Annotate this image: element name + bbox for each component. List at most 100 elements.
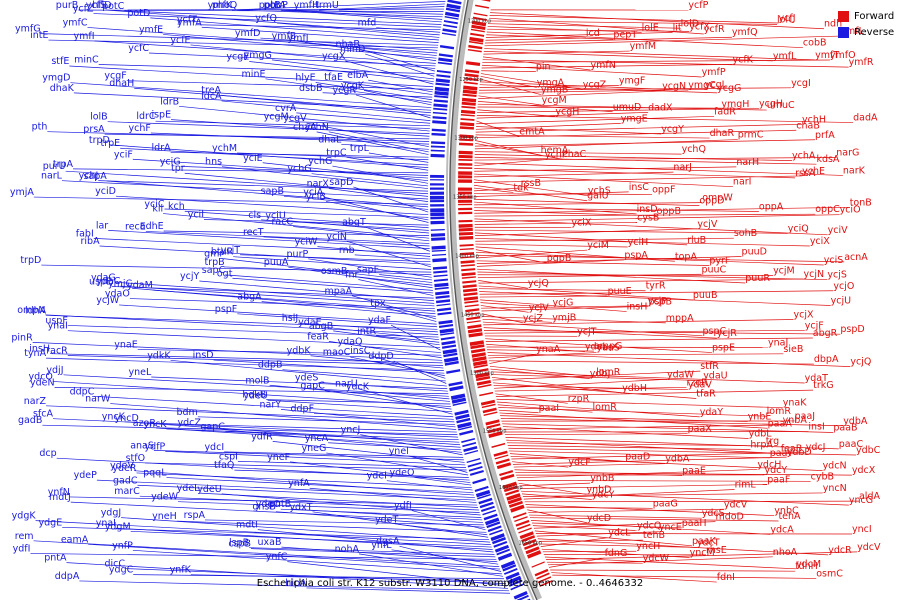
gene-label[interactable]: tehA: [778, 511, 801, 522]
gene-label[interactable]: pspC: [702, 326, 726, 337]
gene-label[interactable]: maoC: [323, 347, 351, 358]
gene-label[interactable]: ymgH: [721, 99, 749, 110]
gene-label[interactable]: paaD: [625, 451, 650, 462]
gene-label[interactable]: ydeR: [112, 463, 136, 474]
gene-label[interactable]: pyrF: [709, 255, 730, 266]
gene-label[interactable]: puuC: [701, 264, 726, 275]
gene-label[interactable]: pth: [32, 122, 48, 133]
gene-label[interactable]: trmU: [315, 0, 339, 11]
gene-label[interactable]: yncG: [849, 495, 873, 506]
gene-label[interactable]: ydcJ: [806, 442, 826, 453]
gene-label[interactable]: yneF: [267, 452, 290, 463]
gene-label[interactable]: ycgR: [333, 85, 357, 96]
gene-label[interactable]: adhE: [140, 221, 164, 232]
gene-label[interactable]: ychS: [588, 186, 611, 197]
gene-label[interactable]: narW: [85, 394, 111, 405]
gene-label[interactable]: yciX: [810, 236, 830, 247]
gene-label[interactable]: narK: [843, 165, 866, 176]
gene-label[interactable]: ydcY: [592, 490, 615, 501]
gene-label[interactable]: pspD: [840, 324, 864, 335]
gene-label[interactable]: ydeO: [389, 467, 414, 478]
gene-label[interactable]: tfaQ: [214, 460, 234, 471]
gene-label[interactable]: ispE: [151, 110, 171, 121]
gene-label[interactable]: ymfT: [815, 50, 839, 61]
gene-label[interactable]: cvrA: [275, 103, 297, 114]
gene-label[interactable]: ynfK: [170, 565, 192, 576]
gene-label[interactable]: ydaF: [368, 315, 391, 326]
gene-label[interactable]: ydxT: [289, 502, 312, 513]
gene-label[interactable]: dhaR: [710, 128, 735, 139]
gene-label[interactable]: ydeN: [30, 377, 55, 388]
gene-label[interactable]: yneL: [129, 367, 152, 378]
gene-label[interactable]: ycjR: [717, 328, 737, 339]
gene-label[interactable]: sapD: [329, 177, 353, 188]
gene-label[interactable]: ydjJ: [46, 365, 63, 376]
gene-label[interactable]: dicC: [104, 559, 125, 570]
gene-label[interactable]: insC: [629, 182, 650, 193]
gene-label[interactable]: uspE: [89, 276, 112, 287]
gene-label[interactable]: ynaJ: [768, 338, 788, 349]
gene-label[interactable]: ycfK: [732, 54, 753, 65]
gene-label[interactable]: mdtI: [236, 520, 258, 531]
gene-label[interactable]: ynaE: [114, 339, 137, 350]
gene-label[interactable]: ycfP: [688, 0, 708, 11]
gene-label[interactable]: pntA: [44, 553, 67, 564]
gene-label[interactable]: narJ: [673, 162, 692, 173]
gene-label[interactable]: ydeS: [295, 372, 319, 383]
gene-label[interactable]: intE: [30, 30, 48, 41]
gene-label[interactable]: ydcL: [608, 528, 631, 539]
gene-label[interactable]: dadA: [853, 113, 878, 124]
gene-label[interactable]: yncA: [305, 433, 329, 444]
gene-label[interactable]: minD: [340, 44, 365, 55]
gene-label[interactable]: ydcT: [697, 537, 720, 548]
gene-label[interactable]: feaR: [307, 331, 329, 342]
gene-label[interactable]: ycgK: [341, 80, 365, 91]
gene-label[interactable]: narH: [736, 157, 759, 168]
gene-label[interactable]: osmB: [321, 266, 348, 277]
gene-label[interactable]: lomR: [596, 367, 621, 378]
gene-label[interactable]: hns: [205, 157, 222, 168]
gene-label[interactable]: potD: [127, 8, 150, 19]
gene-label[interactable]: fabI: [76, 228, 94, 239]
gene-label[interactable]: yncN: [823, 483, 847, 494]
gene-label[interactable]: trg: [766, 436, 780, 447]
gene-label[interactable]: trpA: [53, 159, 74, 170]
gene-label[interactable]: gapC: [200, 421, 225, 432]
gene-label[interactable]: pinR: [11, 332, 33, 343]
gene-label[interactable]: yciT: [221, 245, 240, 256]
gene-label[interactable]: lolB: [90, 112, 108, 123]
gene-label[interactable]: paaX: [688, 424, 713, 435]
gene-label[interactable]: ychP: [545, 150, 568, 161]
gene-label[interactable]: dcp: [39, 448, 56, 459]
gene-label[interactable]: ydkK: [147, 350, 171, 361]
gene-label[interactable]: kdsA: [816, 154, 839, 165]
gene-label[interactable]: ycgM: [542, 95, 567, 106]
gene-label[interactable]: kil: [152, 204, 163, 215]
gene-label[interactable]: rimL: [735, 480, 757, 491]
gene-label[interactable]: ndh: [824, 19, 842, 30]
gene-label[interactable]: ydbA: [665, 454, 690, 465]
gene-label[interactable]: ynbE: [748, 412, 772, 423]
gene-label[interactable]: narY: [260, 399, 282, 410]
gene-label[interactable]: pspF: [215, 304, 237, 315]
gene-label[interactable]: ycgX: [322, 51, 346, 62]
gene-label[interactable]: ymgD: [42, 73, 70, 84]
gene-label[interactable]: ycfZ: [73, 4, 94, 15]
gene-label[interactable]: ymgC: [688, 80, 716, 91]
gene-label[interactable]: ymgE: [621, 113, 648, 124]
gene-label[interactable]: pgpB: [547, 253, 572, 264]
gene-label[interactable]: ydeT: [375, 514, 398, 525]
gene-label[interactable]: ychM: [212, 143, 237, 154]
gene-label[interactable]: ycfQ: [255, 13, 277, 24]
gene-label[interactable]: hokB: [242, 390, 266, 401]
gene-label[interactable]: yncK: [102, 412, 126, 423]
gene-label[interactable]: potA: [264, 0, 287, 11]
gene-label[interactable]: cybB: [811, 471, 834, 482]
gene-label[interactable]: ydfR: [251, 431, 273, 442]
gene-label[interactable]: ydeU: [197, 484, 221, 495]
gene-label[interactable]: ycgE: [226, 51, 249, 62]
gene-label[interactable]: lar: [96, 220, 108, 231]
gene-label[interactable]: ynaI: [96, 518, 116, 529]
gene-label[interactable]: ycjQ: [850, 357, 871, 368]
gene-label[interactable]: ycjZ: [523, 313, 543, 324]
